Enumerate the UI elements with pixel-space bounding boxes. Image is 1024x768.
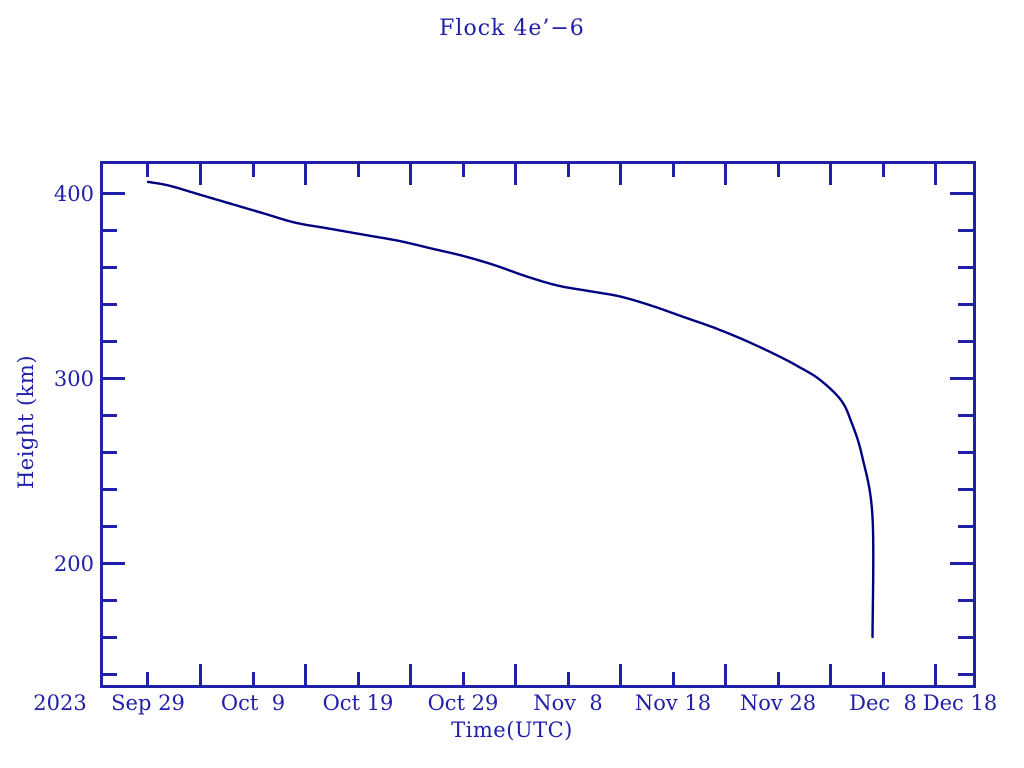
x-axis-title: Time(UTC) — [451, 718, 573, 742]
x-tick-label-year: 2023 — [33, 691, 87, 715]
x-tick-label-nov-8: Nov 8 — [533, 691, 603, 715]
x-tick-label-oct-9: Oct 9 — [220, 691, 286, 715]
x-tick-label-sep-29: Sep 29 — [111, 691, 185, 715]
x-tick-label-dec-8: Dec 8 — [849, 691, 917, 715]
x-tick-label-nov-28: Nov 28 — [739, 691, 817, 715]
y-tick-label-200: 200 — [53, 552, 94, 576]
x-axis-ticks — [146, 163, 937, 686]
y-axis-ticks — [101, 192, 974, 676]
x-tick-label-dec-18: Dec 18 — [922, 691, 998, 715]
y-tick-label-400: 400 — [53, 182, 94, 206]
y-tick-label-300: 300 — [53, 367, 94, 391]
plot-frame — [100, 161, 976, 688]
x-tick-label-oct-29: Oct 29 — [427, 691, 499, 715]
chart-title: Flock 4e’−6 — [439, 16, 585, 41]
height-decay-curve — [146, 180, 875, 639]
x-tick-label-oct-19: Oct 19 — [322, 691, 394, 715]
y-tick-label-group: 400 300 200 — [0, 0, 94, 768]
x-tick-label-nov-18: Nov 18 — [634, 691, 712, 715]
